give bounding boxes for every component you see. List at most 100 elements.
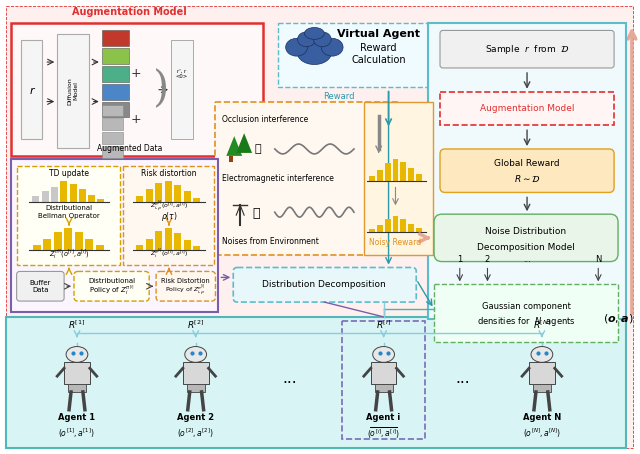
Bar: [102, 66, 129, 82]
Bar: [6, 317, 626, 448]
Bar: [96, 245, 104, 250]
Ellipse shape: [298, 32, 316, 47]
Text: ...: ...: [282, 370, 297, 385]
Text: Gaussian component: Gaussian component: [482, 301, 570, 311]
Bar: [174, 233, 181, 250]
Text: ...: ...: [456, 370, 470, 385]
Text: $(o^{[2]}, a^{[2]})$: $(o^{[2]}, a^{[2]})$: [177, 427, 214, 440]
Bar: [44, 239, 51, 250]
Ellipse shape: [372, 346, 394, 362]
Text: Occlusion interference: Occlusion interference: [222, 115, 308, 124]
Bar: [64, 362, 90, 384]
Bar: [278, 23, 436, 87]
Text: 2: 2: [485, 255, 490, 264]
Bar: [434, 284, 618, 341]
Text: 👻: 👻: [252, 207, 260, 220]
Bar: [85, 239, 93, 250]
FancyBboxPatch shape: [17, 271, 64, 301]
Text: Reward: Reward: [360, 43, 397, 53]
Bar: [408, 224, 414, 232]
Text: r', r
<0>: r', r <0>: [176, 69, 188, 79]
Text: Sample  $r$  from  $\mathcal{D}$: Sample $r$ from $\mathcal{D}$: [484, 43, 570, 56]
Bar: [364, 102, 433, 255]
Bar: [102, 146, 124, 158]
Bar: [184, 240, 191, 250]
Bar: [216, 102, 399, 255]
Text: Decomposition Model: Decomposition Model: [477, 243, 575, 252]
Bar: [174, 185, 181, 202]
Text: +: +: [131, 67, 141, 80]
FancyBboxPatch shape: [440, 149, 614, 192]
Text: $Z_i^{\pi^{[i]}}(o^{[i]}, a^{[i]})$: $Z_i^{\pi^{[i]}}(o^{[i]}, a^{[i]})$: [150, 248, 188, 261]
Bar: [229, 156, 233, 162]
Text: $(\overline{o^{[i]}, a^{[i]}})$: $(\overline{o^{[i]}, a^{[i]}})$: [367, 426, 400, 441]
Text: $R^{[N]}$: $R^{[N]}$: [533, 319, 551, 331]
Bar: [102, 84, 129, 99]
Ellipse shape: [66, 346, 88, 362]
Text: ): ): [153, 69, 170, 111]
Text: Reward: Reward: [323, 92, 355, 101]
Bar: [529, 362, 555, 384]
Text: Policy of $Z_{i,\rho}^{\pi^{[i]}}$: Policy of $Z_{i,\rho}^{\pi^{[i]}}$: [166, 284, 206, 298]
Polygon shape: [236, 133, 252, 153]
Text: Agent N: Agent N: [523, 413, 561, 422]
Text: Agent 1: Agent 1: [58, 413, 95, 422]
Text: Augmented Data: Augmented Data: [97, 144, 162, 153]
Bar: [187, 384, 205, 392]
Bar: [374, 384, 392, 392]
Bar: [146, 189, 153, 202]
Bar: [428, 23, 626, 319]
Text: Augmentation Model: Augmentation Model: [72, 7, 187, 17]
Bar: [533, 384, 551, 392]
Text: Electromagnetic interference: Electromagnetic interference: [222, 174, 334, 183]
Bar: [184, 192, 191, 202]
Text: $R^{[2]}$: $R^{[2]}$: [187, 319, 204, 331]
Bar: [193, 247, 200, 250]
Text: 🧍: 🧍: [255, 144, 261, 154]
Bar: [392, 216, 399, 232]
Bar: [70, 184, 77, 202]
Bar: [155, 231, 163, 250]
Bar: [342, 321, 425, 439]
Text: Buffer
Data: Buffer Data: [29, 280, 51, 293]
Bar: [33, 245, 40, 250]
Text: $R \sim \mathcal{D}$: $R \sim \mathcal{D}$: [514, 173, 540, 184]
Bar: [51, 187, 58, 202]
Bar: [60, 181, 67, 202]
Bar: [164, 181, 172, 202]
Bar: [408, 168, 414, 181]
Text: Agent 2: Agent 2: [177, 413, 214, 422]
Text: $R^{[1]}$: $R^{[1]}$: [68, 319, 86, 331]
Bar: [377, 225, 383, 232]
Text: $Z_i^{\pi^{[i]}}(o^{[i]}, a^{[i]})$: $Z_i^{\pi^{[i]}}(o^{[i]}, a^{[i]})$: [49, 247, 90, 262]
Polygon shape: [227, 136, 242, 156]
Bar: [54, 232, 61, 250]
Text: $R^{[i]}$: $R^{[i]}$: [376, 319, 391, 331]
Text: r: r: [29, 86, 34, 96]
Text: N: N: [595, 255, 602, 264]
Bar: [11, 23, 263, 156]
Bar: [401, 162, 406, 181]
FancyBboxPatch shape: [156, 271, 216, 301]
Bar: [102, 48, 129, 64]
Text: Distribution Decomposition: Distribution Decomposition: [262, 280, 386, 289]
Bar: [75, 232, 83, 250]
Ellipse shape: [305, 28, 324, 39]
Bar: [124, 166, 214, 265]
Text: $(\boldsymbol{o}, \boldsymbol{a})$: $(\boldsymbol{o}, \boldsymbol{a})$: [603, 312, 634, 326]
Bar: [164, 228, 172, 250]
Bar: [440, 92, 614, 125]
Bar: [68, 384, 86, 392]
Text: TD update: TD update: [49, 169, 89, 178]
Text: Risk Distortion: Risk Distortion: [161, 278, 210, 284]
Text: $(o^{[1]}, a^{[1]})$: $(o^{[1]}, a^{[1]})$: [58, 427, 95, 440]
FancyBboxPatch shape: [233, 267, 416, 302]
FancyBboxPatch shape: [74, 271, 149, 301]
Bar: [416, 174, 422, 181]
Ellipse shape: [314, 32, 331, 47]
Bar: [32, 196, 39, 202]
Bar: [17, 166, 120, 265]
Bar: [155, 183, 163, 202]
Text: Noisy Reward: Noisy Reward: [369, 238, 422, 247]
Text: Distributional: Distributional: [45, 205, 93, 211]
